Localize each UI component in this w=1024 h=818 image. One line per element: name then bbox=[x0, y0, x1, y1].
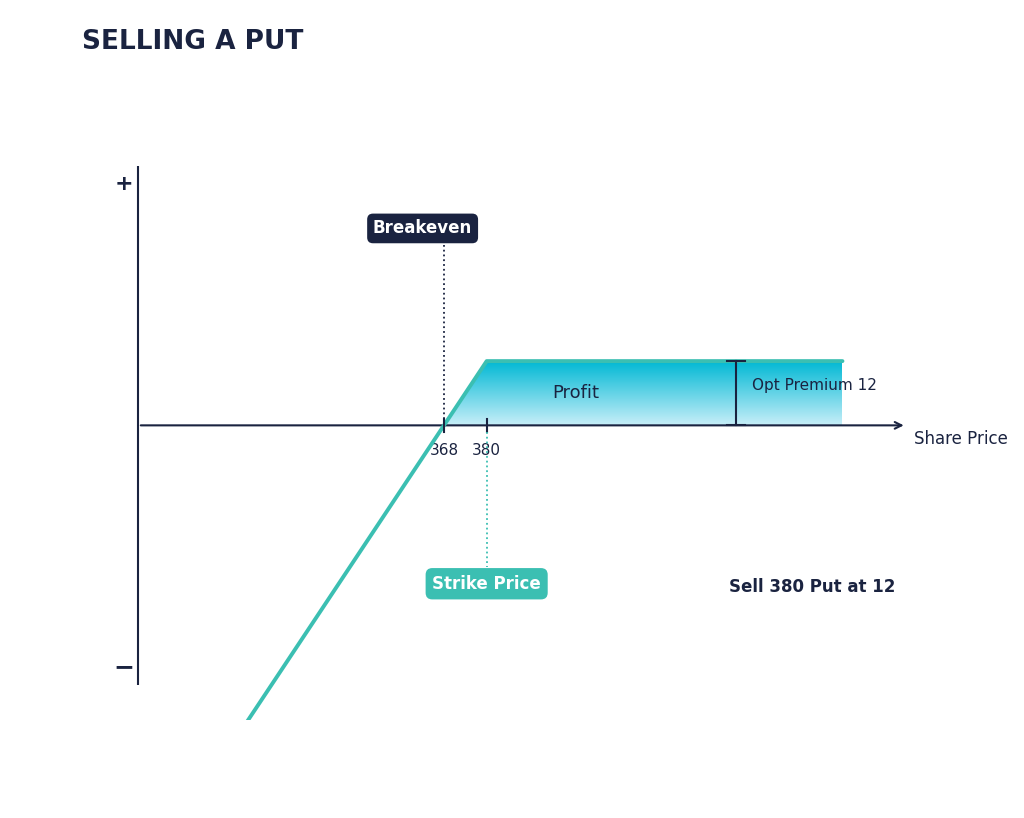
Text: Sell 380 Put at 12: Sell 380 Put at 12 bbox=[729, 578, 896, 596]
Text: 368: 368 bbox=[429, 443, 459, 458]
Text: 380: 380 bbox=[472, 443, 501, 458]
Text: SELLING A PUT: SELLING A PUT bbox=[82, 29, 303, 55]
Text: Opt Premium 12: Opt Premium 12 bbox=[752, 378, 877, 393]
Text: Breakeven: Breakeven bbox=[373, 219, 472, 237]
Text: +: + bbox=[115, 174, 133, 194]
Text: Profit: Profit bbox=[552, 384, 599, 402]
Text: Strike Price: Strike Price bbox=[432, 575, 541, 593]
Text: −: − bbox=[114, 655, 134, 679]
Text: Share Price: Share Price bbox=[913, 429, 1008, 447]
